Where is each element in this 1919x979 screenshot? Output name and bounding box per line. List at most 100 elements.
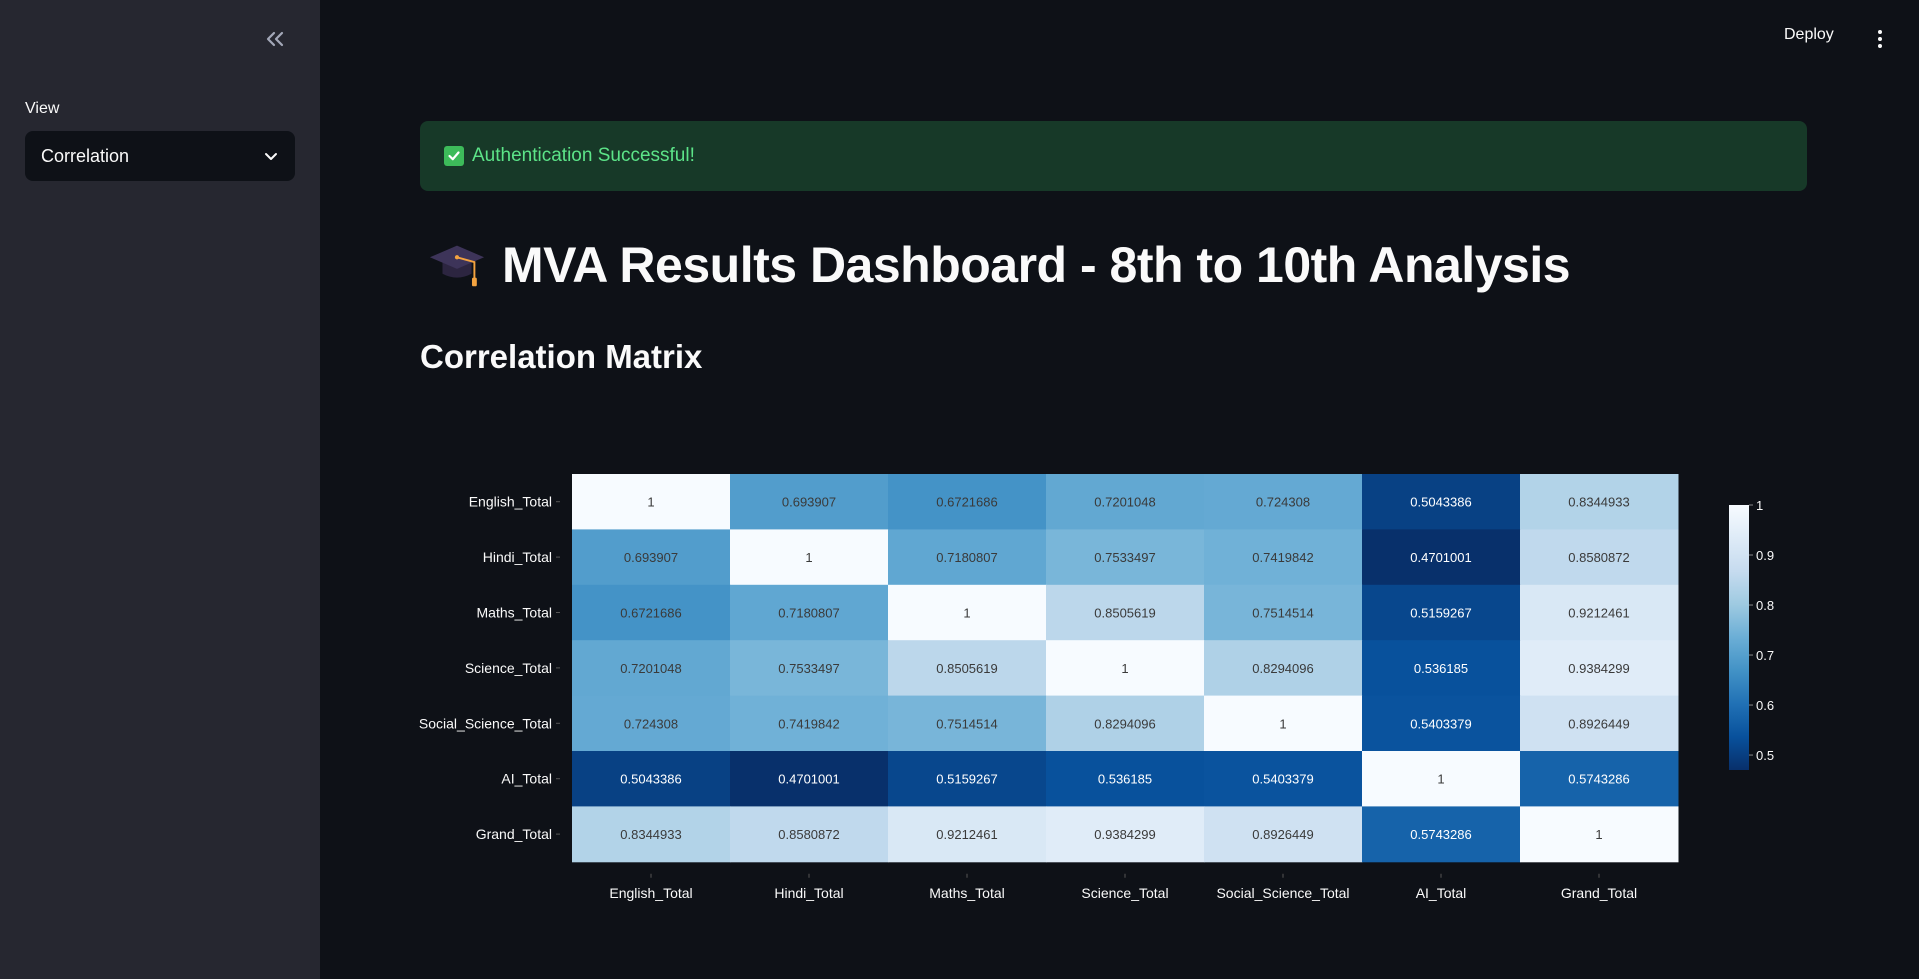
double-chevron-left-icon xyxy=(266,31,284,47)
collapse-sidebar-button[interactable] xyxy=(258,24,292,54)
heatmap-cell[interactable] xyxy=(730,751,889,807)
heatmap-cell[interactable] xyxy=(888,695,1047,752)
heatmap-cell[interactable] xyxy=(572,474,731,530)
heatmap-cell[interactable] xyxy=(888,751,1047,807)
heatmap-cell[interactable] xyxy=(1204,640,1363,697)
colorbar-tick-label: 0.5 xyxy=(1756,748,1774,763)
heatmap-cell[interactable] xyxy=(1362,806,1521,863)
view-select[interactable]: Correlation xyxy=(25,131,295,181)
heatmap-cell[interactable] xyxy=(1204,584,1363,641)
heatmap-cell[interactable] xyxy=(572,584,731,641)
heatmap-cell-label: 0.7419842 xyxy=(778,716,839,731)
heatmap-cell-label: 1 xyxy=(1279,716,1286,731)
heatmap-cell[interactable] xyxy=(1204,806,1363,863)
correlation-heatmap[interactable]: 1 0.693907 0.6721686 0.7201048 0.724308 0.504… xyxy=(400,450,1820,920)
heatmap-cell[interactable] xyxy=(1362,695,1521,752)
heatmap-cell[interactable] xyxy=(730,806,889,863)
colorbar-tick-label: 0.9 xyxy=(1756,548,1774,563)
x-tick-label: Science_Total xyxy=(1081,885,1168,901)
colorbar-gradient xyxy=(1729,505,1749,770)
heatmap-cell[interactable] xyxy=(888,806,1047,863)
heatmap-cell-label: 0.8580872 xyxy=(778,827,839,842)
heatmap-cell[interactable] xyxy=(1520,751,1679,807)
heatmap-cell-label: 0.5159267 xyxy=(1410,606,1471,621)
heatmap-cell[interactable] xyxy=(730,695,889,752)
heatmap-cell[interactable] xyxy=(730,474,889,530)
heatmap-cell[interactable] xyxy=(1520,584,1679,641)
heatmap-cell[interactable] xyxy=(572,695,731,752)
heatmap-cell[interactable] xyxy=(888,474,1047,530)
heatmap-cell[interactable] xyxy=(1046,474,1205,530)
heatmap-cell[interactable] xyxy=(888,529,1047,586)
heatmap-cell[interactable] xyxy=(572,751,731,807)
heatmap-cell-label: 0.7180807 xyxy=(936,550,997,565)
heatmap-cell-label: 1 xyxy=(963,606,970,621)
heatmap-cell[interactable] xyxy=(1362,584,1521,641)
heatmap-cell[interactable] xyxy=(888,640,1047,697)
x-tick-label: Social_Science_Total xyxy=(1216,885,1349,901)
y-tick-label: Grand_Total xyxy=(476,826,552,842)
view-label: View xyxy=(25,100,60,117)
heatmap-cell-label: 0.7419842 xyxy=(1252,550,1313,565)
heatmap-cell-label: 0.6721686 xyxy=(936,495,997,510)
deploy-button[interactable]: Deploy xyxy=(1784,26,1834,43)
heatmap-cell[interactable] xyxy=(1362,640,1521,697)
heatmap-cell-label: 0.8505619 xyxy=(1094,606,1155,621)
heatmap-cell-label: 0.693907 xyxy=(782,495,836,510)
heatmap-cell[interactable] xyxy=(1362,474,1521,530)
heatmap-cell[interactable] xyxy=(730,584,889,641)
heatmap-cell[interactable] xyxy=(1204,751,1363,807)
heatmap-cell[interactable] xyxy=(888,584,1047,641)
heatmap-cell-label: 0.5403379 xyxy=(1252,772,1313,787)
heatmap-cell-label: 1 xyxy=(1121,661,1128,676)
heatmap-cell-label: 0.9212461 xyxy=(1568,606,1629,621)
heatmap-cell[interactable] xyxy=(572,529,731,586)
heatmap-cell[interactable] xyxy=(730,640,889,697)
x-tick-label: AI_Total xyxy=(1416,885,1467,901)
heatmap-cell-label: 0.8505619 xyxy=(936,661,997,676)
heatmap-cell[interactable] xyxy=(1362,751,1521,807)
heatmap-cell-label: 0.5743286 xyxy=(1410,827,1471,842)
heatmap-cell[interactable] xyxy=(1046,640,1205,697)
heatmap-cells: 1 0.693907 0.6721686 0.7201048 0.724308 0.504… xyxy=(572,474,1679,863)
heatmap-cell-label: 0.5403379 xyxy=(1410,716,1471,731)
heatmap-cell-label: 0.9212461 xyxy=(936,827,997,842)
heatmap-cell-label: 1 xyxy=(1595,827,1602,842)
x-tick-label: Hindi_Total xyxy=(774,885,843,901)
heatmap-cell[interactable] xyxy=(1520,806,1679,863)
heatmap-cell[interactable] xyxy=(1204,474,1363,530)
heatmap-cell[interactable] xyxy=(1046,695,1205,752)
heatmap-cell[interactable] xyxy=(572,640,731,697)
heatmap-cell-label: 0.8294096 xyxy=(1252,661,1313,676)
heatmap-cell-label: 0.5043386 xyxy=(620,772,681,787)
heatmap-cell[interactable] xyxy=(1520,529,1679,586)
heatmap-cell[interactable] xyxy=(1520,474,1679,530)
heatmap-cell-label: 0.6721686 xyxy=(620,606,681,621)
alert-text: Authentication Successful! xyxy=(472,145,695,166)
heatmap-cell[interactable] xyxy=(1520,695,1679,752)
main-menu-button[interactable] xyxy=(1868,24,1892,54)
heatmap-cell[interactable] xyxy=(1204,529,1363,586)
heatmap-cell-label: 0.8344933 xyxy=(1568,495,1629,510)
view-select-value: Correlation xyxy=(41,145,130,166)
heatmap-cell[interactable] xyxy=(1520,640,1679,697)
sidebar: View Correlation xyxy=(0,0,320,979)
heatmap-cell-label: 0.9384299 xyxy=(1568,661,1629,676)
x-tick-label: English_Total xyxy=(609,885,692,901)
heatmap-cell-label: 0.4701001 xyxy=(1410,550,1471,565)
heatmap-cell-label: 0.9384299 xyxy=(1094,827,1155,842)
heatmap-cell[interactable] xyxy=(1204,695,1363,752)
heatmap-cell[interactable] xyxy=(730,529,889,586)
y-tick-label: English_Total xyxy=(469,494,552,510)
heatmap-cell-label: 0.5743286 xyxy=(1568,772,1629,787)
x-tick-label: Maths_Total xyxy=(929,885,1004,901)
heatmap-cell-label: 0.7533497 xyxy=(778,661,839,676)
heatmap-cell[interactable] xyxy=(1046,584,1205,641)
heatmap-cell[interactable] xyxy=(1046,806,1205,863)
colorbar-tick-label: 1 xyxy=(1756,498,1763,513)
kebab-dot xyxy=(1878,44,1882,48)
heatmap-cell[interactable] xyxy=(1046,529,1205,586)
heatmap-cell[interactable] xyxy=(1362,529,1521,586)
heatmap-cell[interactable] xyxy=(572,806,731,863)
heatmap-cell[interactable] xyxy=(1046,751,1205,807)
